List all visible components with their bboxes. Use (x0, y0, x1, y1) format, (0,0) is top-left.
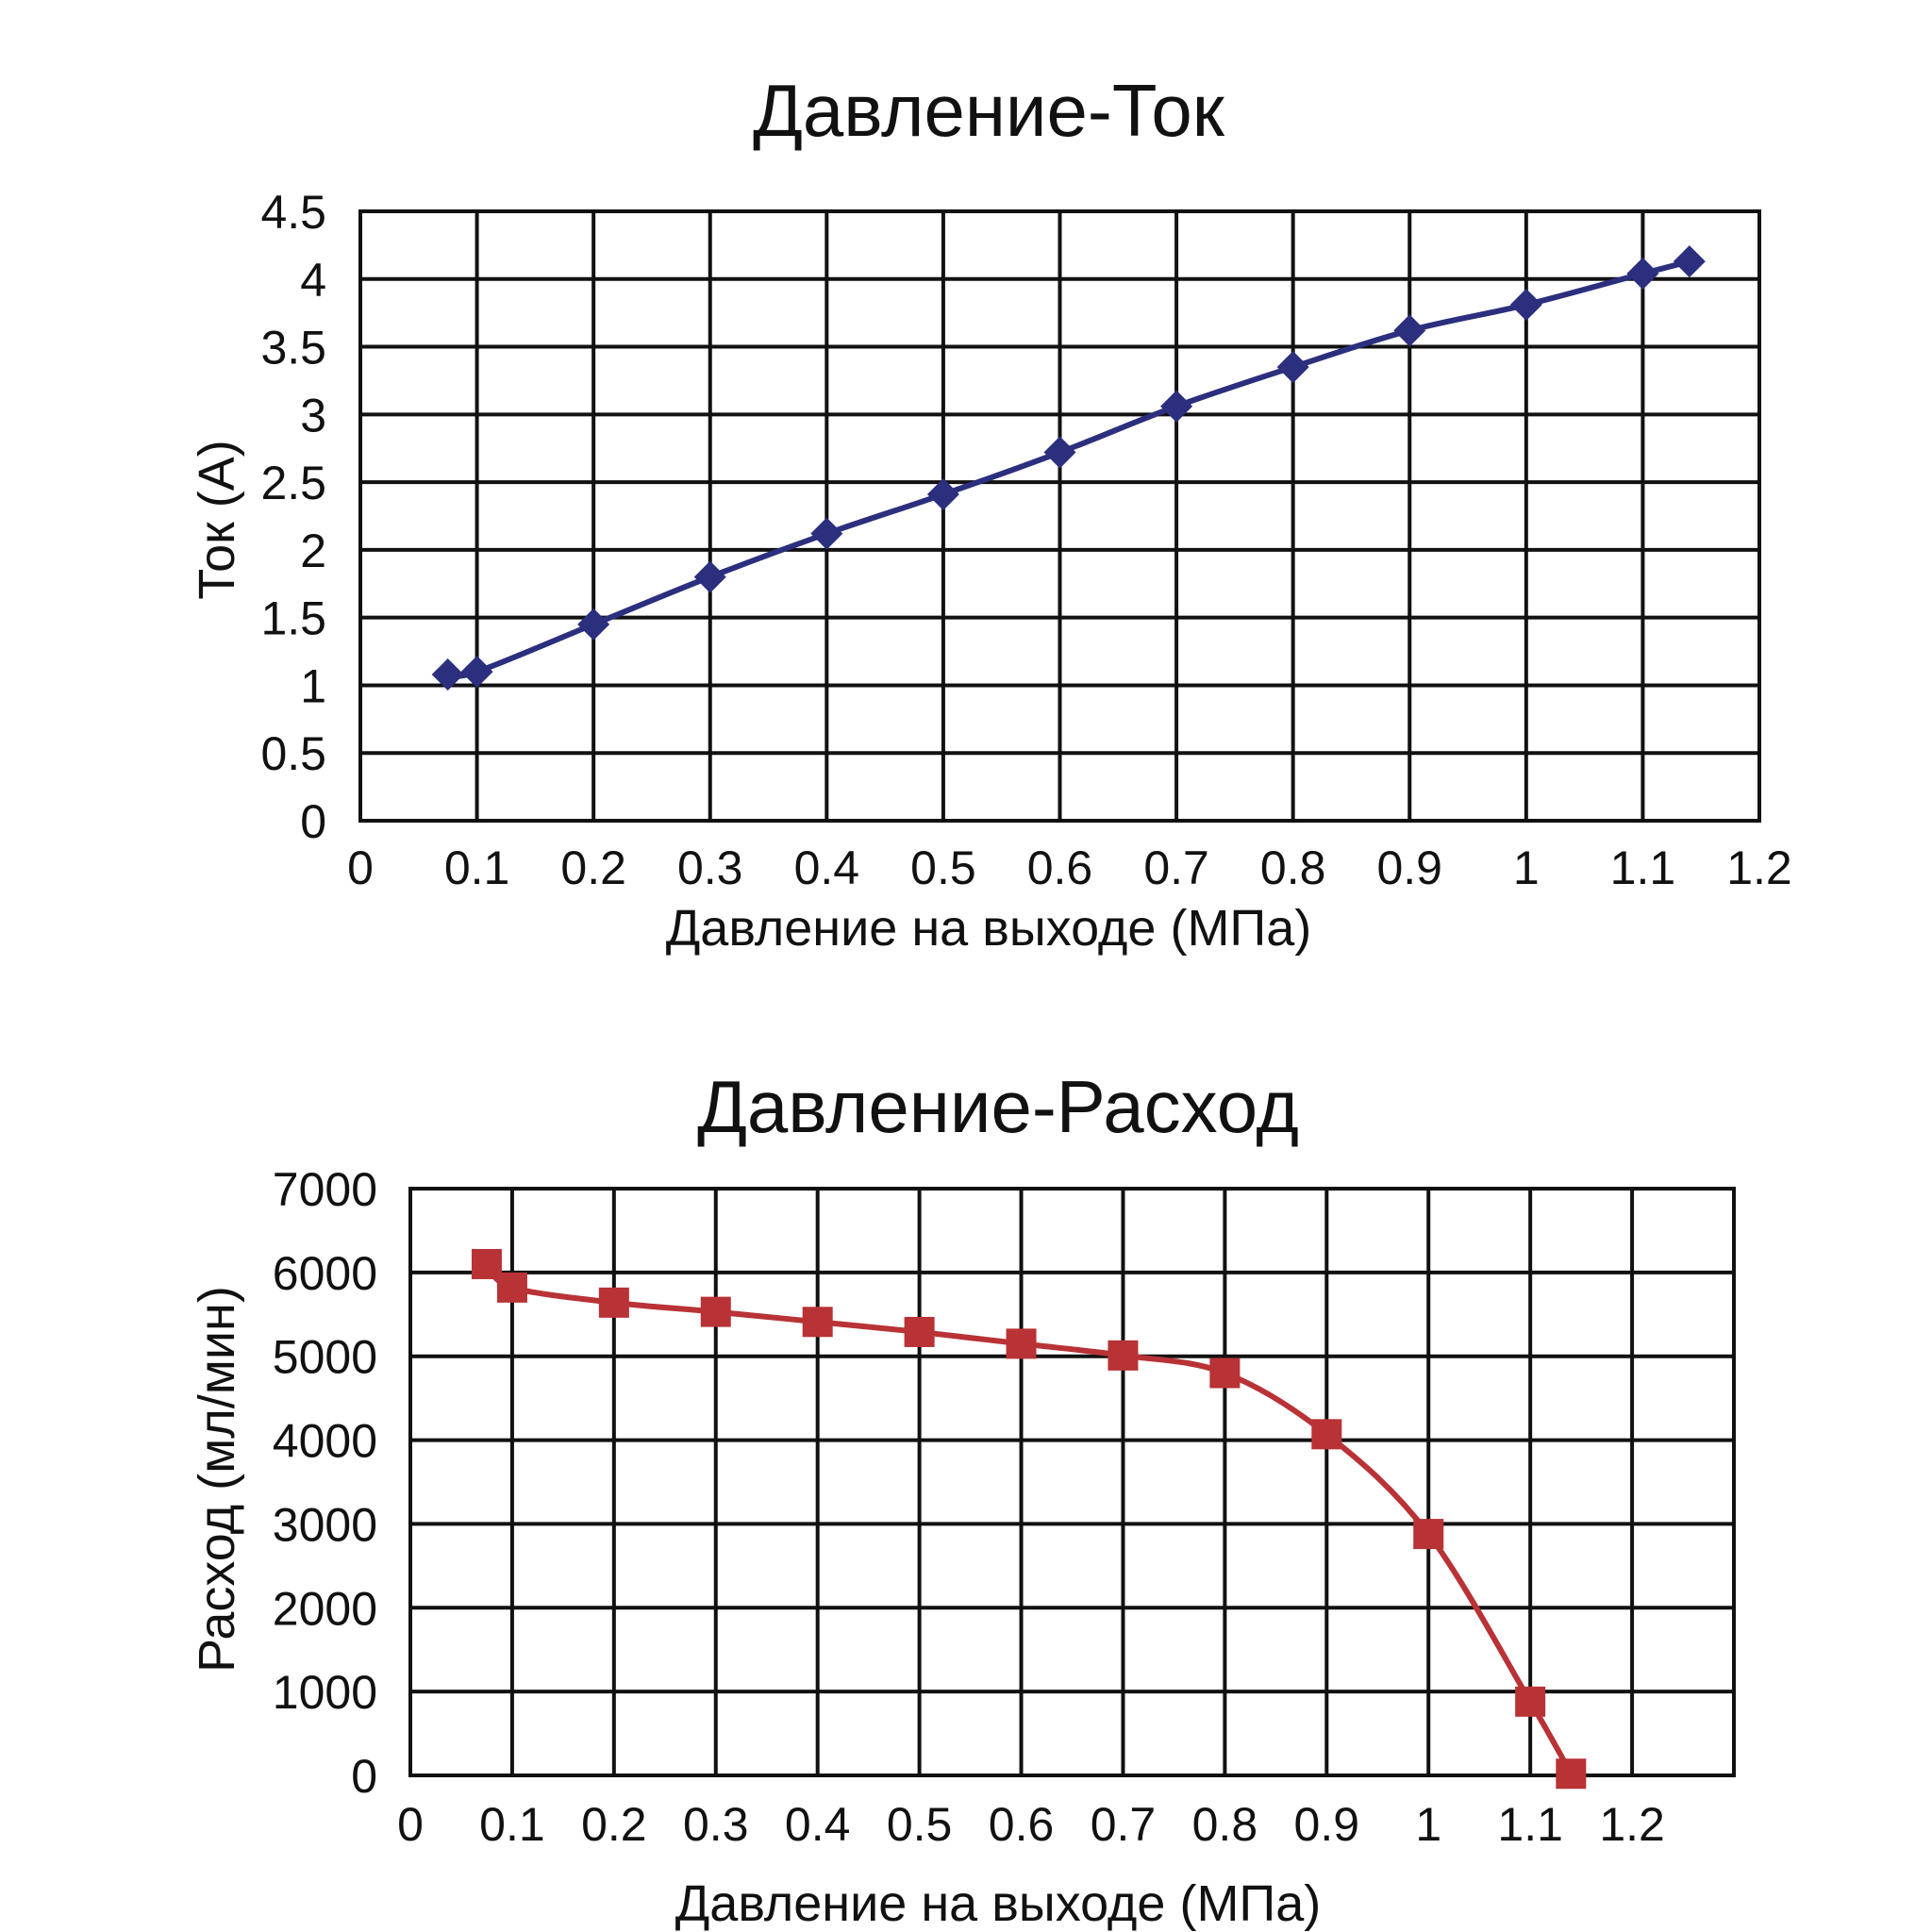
pressure-flow-chart: Давление-Расход 0 0.1 0.2 0.3 0.4 0.5 0.6 0.7 0.… (189, 1065, 1736, 1932)
x-tick-label: 0.8 (1260, 841, 1326, 894)
data-point-marker (1108, 1340, 1139, 1371)
x-tick-label: 0.1 (479, 1798, 545, 1851)
data-point-marker (598, 1287, 629, 1318)
data-point-marker (810, 517, 843, 550)
data-point-marker (1626, 258, 1659, 291)
y-tick-label: 3000 (273, 1498, 377, 1551)
y-tick-label: 7000 (273, 1163, 377, 1216)
data-point-marker (693, 560, 726, 593)
x-tick-label: 0.4 (785, 1798, 851, 1851)
x-tick-label: 0.1 (444, 841, 510, 894)
y-tick-label: 6000 (273, 1247, 377, 1300)
y-tick-label: 0.5 (260, 727, 326, 780)
data-point-marker (1160, 390, 1193, 423)
x-tick-label: 1.2 (1599, 1798, 1665, 1851)
y-axis-label: Ток (А) (189, 440, 245, 599)
y-tick-label: 4.5 (260, 186, 326, 239)
data-point-marker (700, 1296, 731, 1327)
data-point-marker (1311, 1419, 1342, 1450)
data-point-marker (1276, 351, 1309, 384)
y-tick-label: 0 (351, 1750, 377, 1803)
y-tick-label: 5000 (273, 1331, 377, 1384)
x-tick-label: 0.2 (560, 841, 626, 894)
data-point-marker (1006, 1328, 1037, 1359)
x-tick-label: 1.1 (1610, 841, 1676, 894)
y-tick-label: 3 (300, 389, 326, 441)
data-point-marker (1509, 289, 1542, 322)
data-point-marker (431, 658, 464, 691)
x-tick-label: 0.7 (1143, 841, 1209, 894)
y-tick-label: 2 (300, 525, 326, 577)
x-tick-label: 1.1 (1497, 1798, 1563, 1851)
y-tick-label: 1.5 (260, 592, 326, 645)
x-axis-label: Давление на выходе (МПа) (675, 1875, 1322, 1932)
x-tick-label: 0.4 (794, 841, 860, 894)
y-tick-label: 0 (300, 795, 326, 848)
data-point-marker (460, 656, 493, 689)
data-point-marker (577, 608, 610, 641)
x-tick-label: 0.5 (887, 1798, 953, 1851)
x-tick-label: 0.6 (989, 1798, 1055, 1851)
x-tick-label: 1.2 (1726, 841, 1792, 894)
x-axis-label: Давление на выходе (МПа) (666, 900, 1312, 957)
x-tick-label: 0.8 (1192, 1798, 1258, 1851)
data-point-marker (1393, 314, 1426, 347)
chart-title: Давление-Ток (753, 69, 1225, 152)
data-point-marker (1515, 1686, 1546, 1717)
pressure-current-chart: Давление-Ток 0 0.1 0.2 0.3 0.4 0.5 0.6 0.7 0.8 0.… (189, 69, 1792, 957)
x-tick-label: 0.5 (910, 841, 976, 894)
series-line (447, 258, 1690, 679)
data-point-marker (1673, 245, 1706, 278)
y-tick-label: 4000 (273, 1415, 377, 1468)
data-point-marker (1556, 1758, 1587, 1790)
x-tick-label: 0 (347, 841, 374, 894)
x-tick-label: 0.9 (1294, 1798, 1360, 1851)
data-point-marker (1209, 1357, 1241, 1389)
x-tick-label: 0.6 (1027, 841, 1093, 894)
data-point-marker (1413, 1519, 1444, 1550)
y-tick-label: 3.5 (260, 322, 326, 375)
data-point-marker (904, 1316, 935, 1347)
data-point-marker (802, 1307, 833, 1338)
x-tick-label: 0.2 (581, 1798, 647, 1851)
x-tick-label: 1 (1513, 841, 1540, 894)
y-tick-label: 1000 (273, 1666, 377, 1719)
data-point-marker (1043, 436, 1076, 469)
data-point-marker (496, 1272, 527, 1303)
x-tick-label: 1 (1415, 1798, 1441, 1851)
y-tick-label: 4 (300, 254, 326, 307)
y-tick-label: 1 (300, 659, 326, 712)
y-tick-label: 2000 (273, 1582, 377, 1635)
x-tick-label: 0.3 (683, 1798, 749, 1851)
data-point-marker (471, 1248, 502, 1279)
x-tick-label: 0 (397, 1798, 424, 1851)
x-tick-label: 0.3 (677, 841, 743, 894)
y-tick-label: 2.5 (260, 457, 326, 509)
data-point-marker (926, 478, 959, 511)
chart-title: Давление-Расход (697, 1065, 1299, 1148)
x-tick-label: 0.7 (1091, 1798, 1157, 1851)
y-axis-label: Расход (мл/мин) (189, 1286, 245, 1673)
x-tick-label: 0.9 (1376, 841, 1442, 894)
